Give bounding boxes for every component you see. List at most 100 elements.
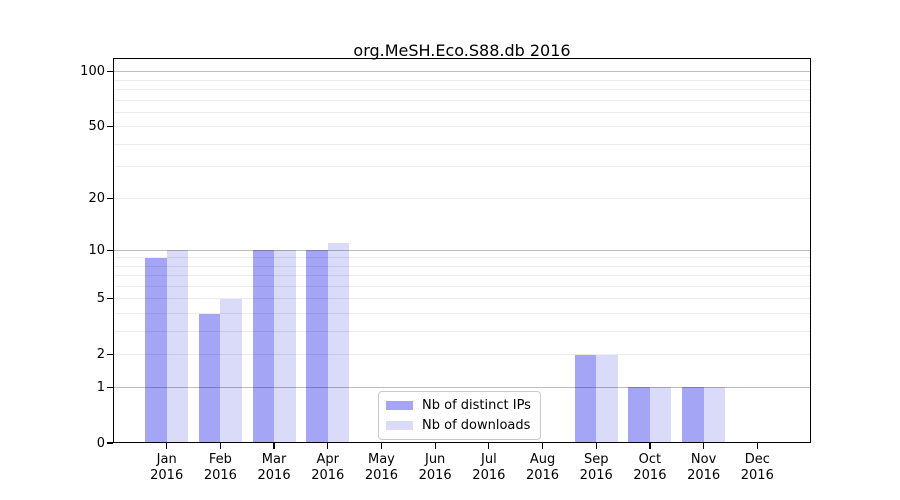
y-tick-mark-100 [107,71,113,73]
gridline-1 [113,386,811,388]
y-tick-mark-50 [107,126,113,128]
x-tick-month: Nov [690,452,717,467]
x-tick-month: Feb [208,452,232,467]
x-tick-label-jan: Jan 2016 [132,452,202,483]
y-tick-label-5: 5 [96,291,105,307]
x-tick-month: Sep [583,452,609,467]
gridline-7 [113,275,811,277]
x-tick-label-dec: Dec 2016 [722,452,792,483]
y-tick-label-1: 1 [96,379,105,395]
gridline-2 [113,354,811,356]
x-tick-mark-mar [273,443,275,449]
grid-layer [113,58,811,443]
x-tick-month: Jan [156,452,177,467]
y-tick-mark-10 [107,249,113,251]
x-tick-year: 2016 [257,467,291,483]
gridline-60 [113,111,811,113]
gridline-80 [113,89,811,91]
gridline-6 [113,286,811,287]
legend-item-downloads: Nb of downloads [386,417,531,434]
legend-label: Nb of downloads [422,418,531,433]
y-tick-label-20: 20 [88,190,105,206]
gridline-5 [113,298,811,300]
y-tick-label-10: 10 [88,242,105,258]
x-tick-label-jun: Jun 2016 [400,452,470,483]
gridline-100 [113,71,811,73]
x-tick-year: 2016 [740,467,774,483]
gridline-8 [113,265,811,267]
y-tick-mark-2 [107,354,113,356]
gridline-4 [113,313,811,315]
x-tick-label-apr: Apr 2016 [293,452,363,483]
x-tick-mark-dec [756,443,758,449]
axes-spines [113,58,811,443]
bar-jan-downloads [166,250,189,443]
x-tick-label-sep: Sep 2016 [561,452,631,483]
x-tick-year: 2016 [525,467,560,483]
bar-nov-distinct-ips [682,387,704,443]
bar-feb-downloads [220,298,242,443]
x-tick-year: 2016 [150,467,184,483]
x-tick-mark-may [380,443,383,449]
y-tick-label-0: 0 [96,435,105,451]
bar-nov-downloads [703,387,726,443]
gridline-90 [113,79,811,81]
plot-area [113,58,811,443]
bars-layer [113,58,811,443]
x-tick-mark-aug [541,443,544,449]
y-tick-mark-20 [107,197,113,199]
y-tick-mark-5 [107,298,113,300]
y-tick-mark-1 [107,386,113,388]
bar-apr-downloads [327,243,350,443]
x-tick-year: 2016 [364,467,398,483]
x-tick-month: Dec [744,452,770,467]
legend-swatch [386,401,413,410]
legend: Nb of distinct IPs Nb of downloads [378,391,541,440]
x-tick-year: 2016 [579,467,613,483]
x-tick-label-oct: Oct 2016 [615,452,685,483]
x-tick-year: 2016 [687,467,721,483]
bar-oct-distinct-ips [628,387,650,443]
gridline-50 [113,126,811,128]
x-tick-month: Oct [638,452,662,467]
x-tick-month: Mar [261,452,287,467]
x-tick-month: Jun [424,452,446,467]
legend-item-distinct-ips: Nb of distinct IPs [386,397,531,414]
bar-jan-distinct-ips [145,257,167,443]
gridline-70 [113,99,811,101]
y-tick-mark-0 [107,442,113,444]
chart-title: org.MeSH.Eco.S88.db 2016 [353,41,571,60]
gridline-30 [113,166,811,168]
y-tick-label-50: 50 [88,119,105,135]
x-tick-month: Jul [481,452,497,467]
x-tick-mark-oct [649,443,651,449]
bar-feb-distinct-ips [198,313,221,443]
x-tick-month: Apr [316,452,340,467]
y-tick-label-100: 100 [80,64,105,80]
bar-mar-downloads [274,250,296,443]
x-tick-label-mar: Mar 2016 [239,452,309,483]
x-tick-year: 2016 [203,467,237,483]
gridline-40 [113,143,811,145]
bar-sep-distinct-ips [574,354,597,443]
x-tick-label-feb: Feb 2016 [185,452,255,483]
bar-mar-distinct-ips [252,250,275,443]
x-tick-mark-nov [703,443,705,449]
x-tick-mark-feb [219,443,221,449]
x-tick-mark-apr [327,443,329,449]
x-tick-label-jul: Jul 2016 [454,452,524,483]
gridline-20 [113,197,811,199]
x-tick-label-nov: Nov 2016 [669,452,739,483]
y-tick-label-2: 2 [96,347,105,363]
x-tick-year: 2016 [472,467,506,483]
x-tick-year: 2016 [633,467,667,483]
x-tick-label-aug: Aug 2016 [508,452,578,483]
gridline-3 [113,331,811,333]
bar-oct-downloads [649,387,672,443]
x-tick-month: Aug [529,452,556,467]
x-tick-mark-jun [434,443,436,449]
x-tick-label-may: May 2016 [346,452,416,483]
gridline-10 [113,249,811,251]
x-tick-month: May [368,452,395,467]
